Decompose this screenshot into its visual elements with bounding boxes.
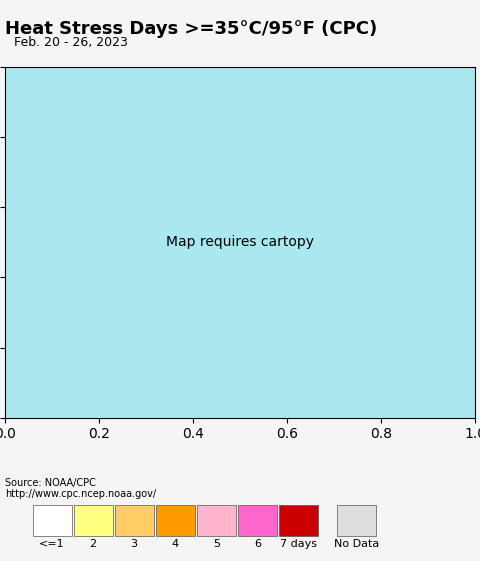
Text: 3: 3 bbox=[131, 539, 138, 549]
Text: 4: 4 bbox=[172, 539, 179, 549]
Text: 6: 6 bbox=[254, 539, 261, 549]
Text: Map requires cartopy: Map requires cartopy bbox=[166, 236, 314, 250]
Text: 5: 5 bbox=[213, 539, 220, 549]
Text: Feb. 20 - 26, 2023: Feb. 20 - 26, 2023 bbox=[14, 36, 128, 49]
Text: 7 days: 7 days bbox=[280, 539, 317, 549]
FancyBboxPatch shape bbox=[156, 505, 195, 536]
FancyBboxPatch shape bbox=[33, 505, 72, 536]
FancyBboxPatch shape bbox=[337, 505, 376, 536]
Text: Source: NOAA/CPC
http://www.cpc.ncep.noaa.gov/: Source: NOAA/CPC http://www.cpc.ncep.noa… bbox=[5, 477, 156, 499]
FancyBboxPatch shape bbox=[238, 505, 276, 536]
Text: Heat Stress Days >=35°C/95°F (CPC): Heat Stress Days >=35°C/95°F (CPC) bbox=[5, 20, 377, 38]
Text: <=1: <=1 bbox=[39, 539, 65, 549]
FancyBboxPatch shape bbox=[197, 505, 236, 536]
FancyBboxPatch shape bbox=[279, 505, 318, 536]
FancyBboxPatch shape bbox=[74, 505, 113, 536]
Text: 2: 2 bbox=[90, 539, 96, 549]
Text: No Data: No Data bbox=[334, 539, 379, 549]
FancyBboxPatch shape bbox=[115, 505, 154, 536]
